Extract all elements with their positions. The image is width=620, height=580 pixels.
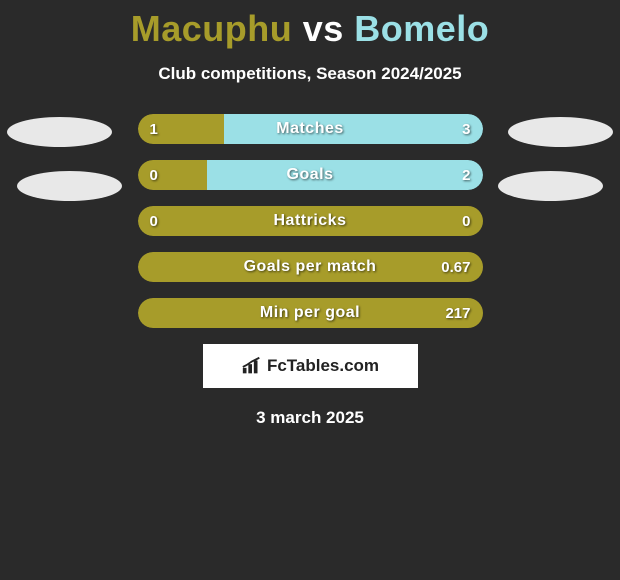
player1-avatar-placeholder-2 bbox=[17, 171, 122, 201]
stat-row: 02Goals bbox=[138, 160, 483, 190]
stat-row: 00Hattricks bbox=[138, 206, 483, 236]
player2-name: Bomelo bbox=[354, 8, 489, 49]
chart-icon bbox=[241, 356, 263, 376]
player2-avatar-placeholder-1 bbox=[508, 117, 613, 147]
player1-avatar-placeholder-1 bbox=[7, 117, 112, 147]
stat-label: Min per goal bbox=[138, 298, 483, 328]
date-text: 3 march 2025 bbox=[0, 408, 620, 428]
stat-bars-container: 13Matches 02Goals 00Hattricks 0.67Goals per… bbox=[138, 114, 483, 328]
stat-row: 0.67Goals per match bbox=[138, 252, 483, 282]
player1-name: Macuphu bbox=[131, 8, 293, 49]
stats-content: 13Matches 02Goals 00Hattricks 0.67Goals per… bbox=[0, 114, 620, 328]
comparison-title: Macuphu vs Bomelo bbox=[0, 0, 620, 50]
brand-text: FcTables.com bbox=[267, 356, 379, 376]
stat-label: Matches bbox=[138, 114, 483, 144]
stat-label: Goals per match bbox=[138, 252, 483, 282]
brand-box[interactable]: FcTables.com bbox=[203, 344, 418, 388]
stat-row: 217Min per goal bbox=[138, 298, 483, 328]
stat-row: 13Matches bbox=[138, 114, 483, 144]
stat-label: Goals bbox=[138, 160, 483, 190]
subtitle: Club competitions, Season 2024/2025 bbox=[0, 64, 620, 84]
player2-avatar-placeholder-2 bbox=[498, 171, 603, 201]
vs-separator: vs bbox=[303, 8, 344, 49]
stat-label: Hattricks bbox=[138, 206, 483, 236]
